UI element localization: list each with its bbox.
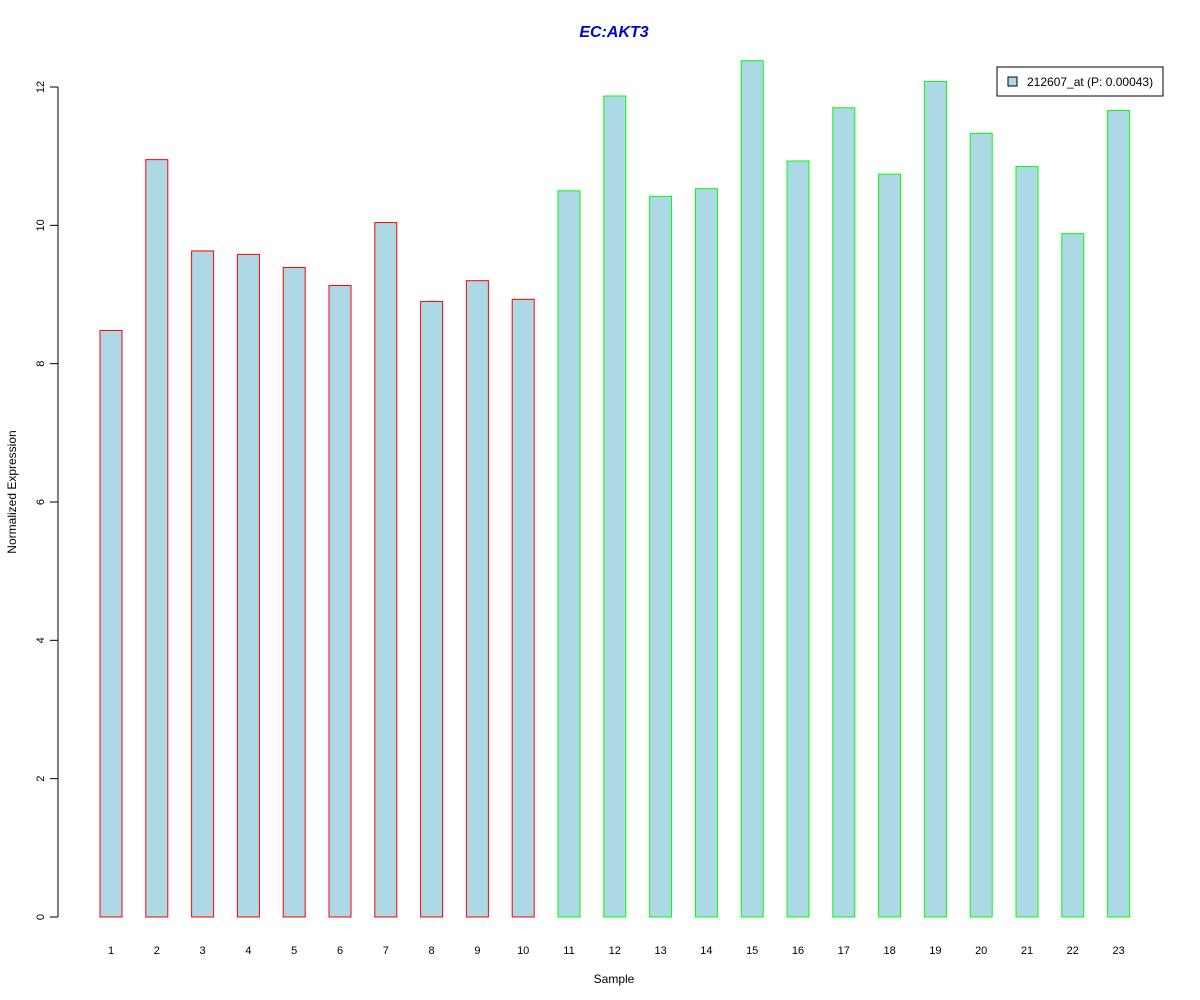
- chart-title: EC:AKT3: [579, 24, 648, 41]
- bar-sample-16: [786, 160, 810, 918]
- x-tick-label: 3: [200, 945, 206, 957]
- bar-sample-7: [374, 222, 398, 918]
- bar-sample-17: [832, 107, 856, 918]
- x-tick-label: 5: [291, 945, 297, 957]
- bar-sample-6: [328, 285, 352, 918]
- x-tick-label: 4: [245, 945, 251, 957]
- x-tick-label: 14: [700, 945, 712, 957]
- x-tick-label: 12: [609, 945, 621, 957]
- bar-sample-4: [236, 253, 260, 918]
- bar-sample-10: [511, 298, 535, 918]
- legend-entry-label: 212607_at (P: 0.00043): [1027, 75, 1153, 89]
- bar-sample-18: [878, 173, 902, 918]
- x-tick-label: 11: [563, 945, 574, 957]
- bar-sample-15: [740, 60, 764, 918]
- y-tick-label: 4: [35, 637, 47, 643]
- x-tick-label: 7: [383, 945, 389, 957]
- x-tick-label: 18: [883, 945, 895, 957]
- bar-sample-21: [1015, 166, 1039, 918]
- x-tick-label: 13: [654, 945, 666, 957]
- x-tick-label: 9: [474, 945, 480, 957]
- x-tick-label: 2: [154, 945, 160, 957]
- y-axis-label: Normalized Expression: [5, 430, 19, 553]
- bar-sample-8: [420, 300, 444, 918]
- bar-sample-11: [557, 190, 581, 918]
- y-axis: 0 2 4 6 8 10 12: [35, 81, 59, 920]
- x-tick-label: 20: [975, 945, 987, 957]
- x-tick-labels: 1 2 3 4 5 6 7 8 9 10 11 12 13 14 15 16 17 18 19 20 21 22 23: [108, 945, 1125, 957]
- y-tick-label: 12: [35, 81, 47, 93]
- bar-sample-20: [969, 132, 993, 918]
- x-tick-label: 22: [1067, 945, 1079, 957]
- legend-box: [996, 66, 1164, 97]
- x-tick-label: 23: [1112, 945, 1124, 957]
- x-tick-label: 19: [929, 945, 941, 957]
- x-tick-label: 16: [792, 945, 804, 957]
- bar-sample-12: [603, 95, 627, 918]
- bar-sample-14: [694, 188, 718, 918]
- legend-swatch: [1007, 76, 1018, 87]
- y-tick-label: 2: [35, 776, 47, 782]
- bar-sample-19: [923, 80, 947, 918]
- bar-sample-13: [649, 195, 673, 918]
- bars: [99, 60, 1131, 918]
- x-tick-label: 6: [337, 945, 343, 957]
- x-tick-label: 8: [429, 945, 435, 957]
- y-tick-label: 6: [35, 499, 47, 505]
- x-tick-label: 10: [517, 945, 529, 957]
- y-tick-label: 10: [35, 219, 47, 231]
- y-tick-label: 0: [35, 914, 47, 920]
- bar-sample-22: [1061, 233, 1085, 918]
- x-tick-label: 1: [108, 945, 114, 957]
- x-axis-label: Sample: [594, 972, 635, 986]
- bar-sample-5: [282, 267, 306, 918]
- x-tick-label: 15: [746, 945, 758, 957]
- bar-sample-2: [145, 159, 169, 918]
- x-tick-label: 21: [1021, 945, 1033, 957]
- y-tick-label: 8: [35, 361, 47, 367]
- bar-sample-3: [191, 250, 215, 918]
- bar-sample-9: [465, 280, 489, 918]
- x-tick-label: 17: [838, 945, 850, 957]
- legend: 212607_at (P: 0.00043): [996, 66, 1164, 97]
- bar-sample-23: [1107, 110, 1131, 918]
- bar-sample-1: [99, 329, 123, 918]
